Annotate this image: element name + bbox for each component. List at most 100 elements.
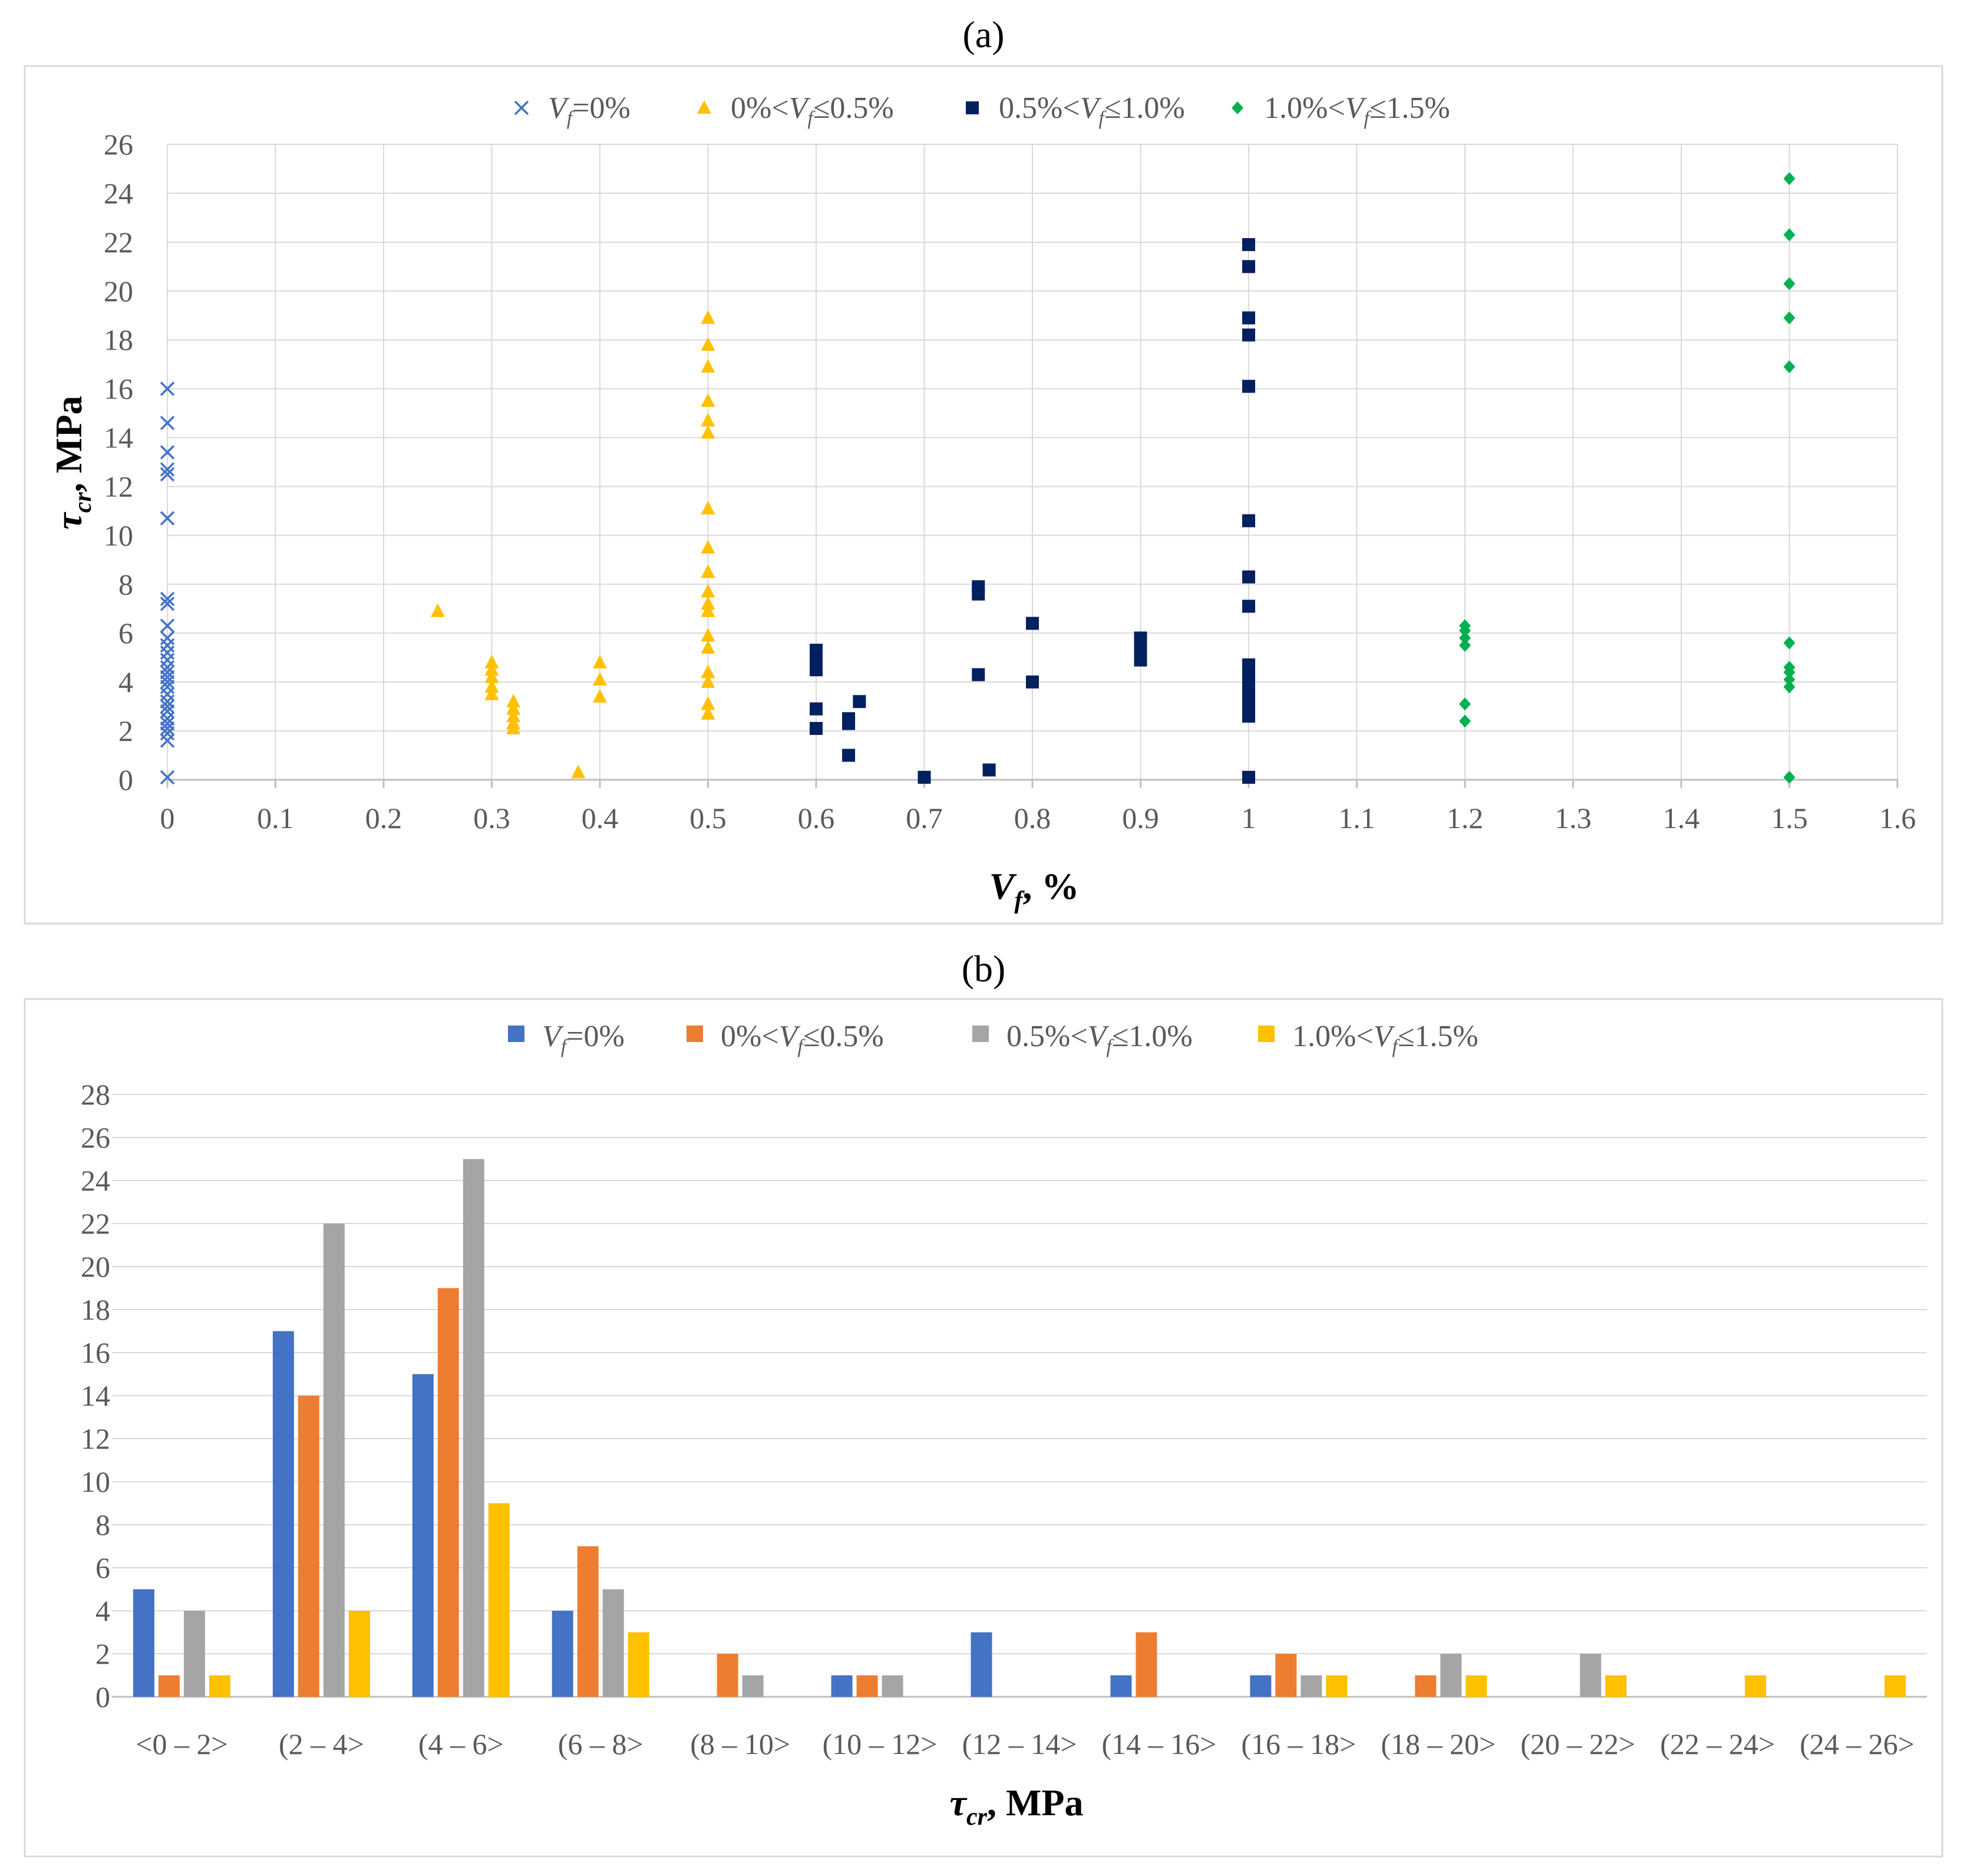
data-point-triangle <box>506 694 521 708</box>
data-point-square <box>1242 514 1255 527</box>
panel-label-b: (b) <box>962 948 1006 990</box>
data-point-square <box>1242 710 1255 723</box>
bar <box>577 1546 599 1697</box>
data-point-x <box>160 381 175 396</box>
data-point-square <box>918 770 931 784</box>
legend-label: Vf=0% <box>548 91 631 129</box>
x-tick-label: 0.5 <box>689 802 727 835</box>
bar <box>1110 1675 1132 1697</box>
bar <box>183 1611 205 1697</box>
legend-swatch <box>1258 1026 1275 1042</box>
y-tick-label: 26 <box>81 1121 110 1154</box>
y-tick-label: 2 <box>118 714 133 747</box>
x-tick-label: 1 <box>1242 802 1256 835</box>
data-point-square <box>1026 616 1039 630</box>
data-point-x <box>160 618 175 634</box>
bar <box>1301 1675 1322 1697</box>
y-tick-label: 4 <box>118 665 133 698</box>
data-point-square <box>853 695 866 708</box>
y-tick-label: 12 <box>81 1422 110 1455</box>
bar <box>323 1224 345 1697</box>
data-point-square <box>1242 311 1255 325</box>
data-point-diamond <box>1459 714 1471 728</box>
data-point-square <box>1242 260 1255 273</box>
data-point-triangle <box>701 500 715 515</box>
data-point-triangle <box>701 628 715 642</box>
bar <box>1605 1675 1627 1697</box>
bar <box>1745 1675 1767 1697</box>
bar <box>1250 1675 1272 1697</box>
chart-a-frame <box>24 65 1943 925</box>
data-point-square <box>1134 653 1147 667</box>
x-tick-label: 0.9 <box>1122 802 1159 835</box>
data-point-triangle <box>484 686 499 700</box>
data-point-x <box>160 462 175 477</box>
bar <box>717 1654 738 1697</box>
y-axis-title: τcr, MPa <box>48 396 97 530</box>
data-point-triangle <box>593 689 607 703</box>
x-tick-label: (14 – 16> <box>1101 1727 1216 1760</box>
data-point-diamond <box>1783 311 1796 325</box>
x-tick-label: (2 – 4> <box>279 1727 364 1760</box>
data-point-diamond <box>1459 631 1471 645</box>
x-tick-label: 1.4 <box>1663 802 1700 835</box>
data-point-diamond <box>1783 665 1796 679</box>
data-point-triangle <box>506 701 521 715</box>
y-tick-label: 0 <box>95 1680 110 1713</box>
bar <box>158 1675 180 1697</box>
data-point-square <box>1242 770 1255 784</box>
data-point-triangle <box>701 583 715 598</box>
data-point-x <box>160 596 175 611</box>
y-tick-label: 20 <box>104 275 133 308</box>
bar <box>742 1675 764 1697</box>
legend-label: 0.5%<Vf≤1.0% <box>1006 1020 1193 1057</box>
x-tick-label: 0.7 <box>906 802 943 835</box>
data-point-triangle <box>701 359 715 373</box>
data-point-square <box>810 721 823 735</box>
data-point-square <box>972 587 985 601</box>
y-tick-label: 6 <box>118 616 133 649</box>
data-point-diamond <box>1783 360 1796 374</box>
data-point-diamond <box>1459 624 1471 638</box>
data-point-square <box>1026 675 1039 689</box>
bar <box>1415 1675 1437 1697</box>
bar <box>831 1675 853 1697</box>
data-point-triangle <box>701 603 715 617</box>
bar <box>1885 1675 1906 1697</box>
bar <box>437 1288 459 1697</box>
data-point-triangle <box>701 540 715 554</box>
panel-label-a: (a) <box>962 14 1004 55</box>
y-tick-label: 6 <box>95 1551 110 1584</box>
legend-label: 0%<Vf≤0.5% <box>731 91 894 129</box>
data-point-diamond <box>1783 277 1796 291</box>
data-point-square <box>1242 238 1255 251</box>
data-point-triangle <box>701 596 715 610</box>
y-tick-label: 8 <box>95 1508 110 1541</box>
bar <box>348 1611 370 1697</box>
y-tick-label: 14 <box>81 1379 110 1412</box>
x-tick-label: (20 – 22> <box>1520 1727 1635 1760</box>
data-point-triangle <box>484 654 499 668</box>
data-point-x <box>160 445 175 460</box>
legend-marker-square <box>966 101 979 114</box>
data-point-square <box>1242 380 1255 393</box>
y-tick-label: 18 <box>104 324 133 357</box>
y-tick-label: 28 <box>81 1078 110 1111</box>
data-point-diamond <box>1783 172 1796 186</box>
bar <box>298 1396 319 1697</box>
data-point-diamond <box>1783 770 1796 784</box>
data-point-triangle <box>484 662 499 676</box>
legend-swatch <box>687 1026 703 1042</box>
x-tick-label: 1.1 <box>1338 802 1375 835</box>
bar <box>463 1159 484 1697</box>
data-point-triangle <box>701 696 715 710</box>
legend-label: 0%<Vf≤0.5% <box>721 1020 884 1057</box>
x-tick-label: 0.1 <box>257 802 294 835</box>
y-tick-label: 4 <box>95 1594 110 1627</box>
data-point-square <box>810 663 823 677</box>
x-tick-label: (22 – 24> <box>1660 1727 1775 1760</box>
data-point-triangle <box>701 640 715 654</box>
bar <box>1580 1654 1602 1697</box>
